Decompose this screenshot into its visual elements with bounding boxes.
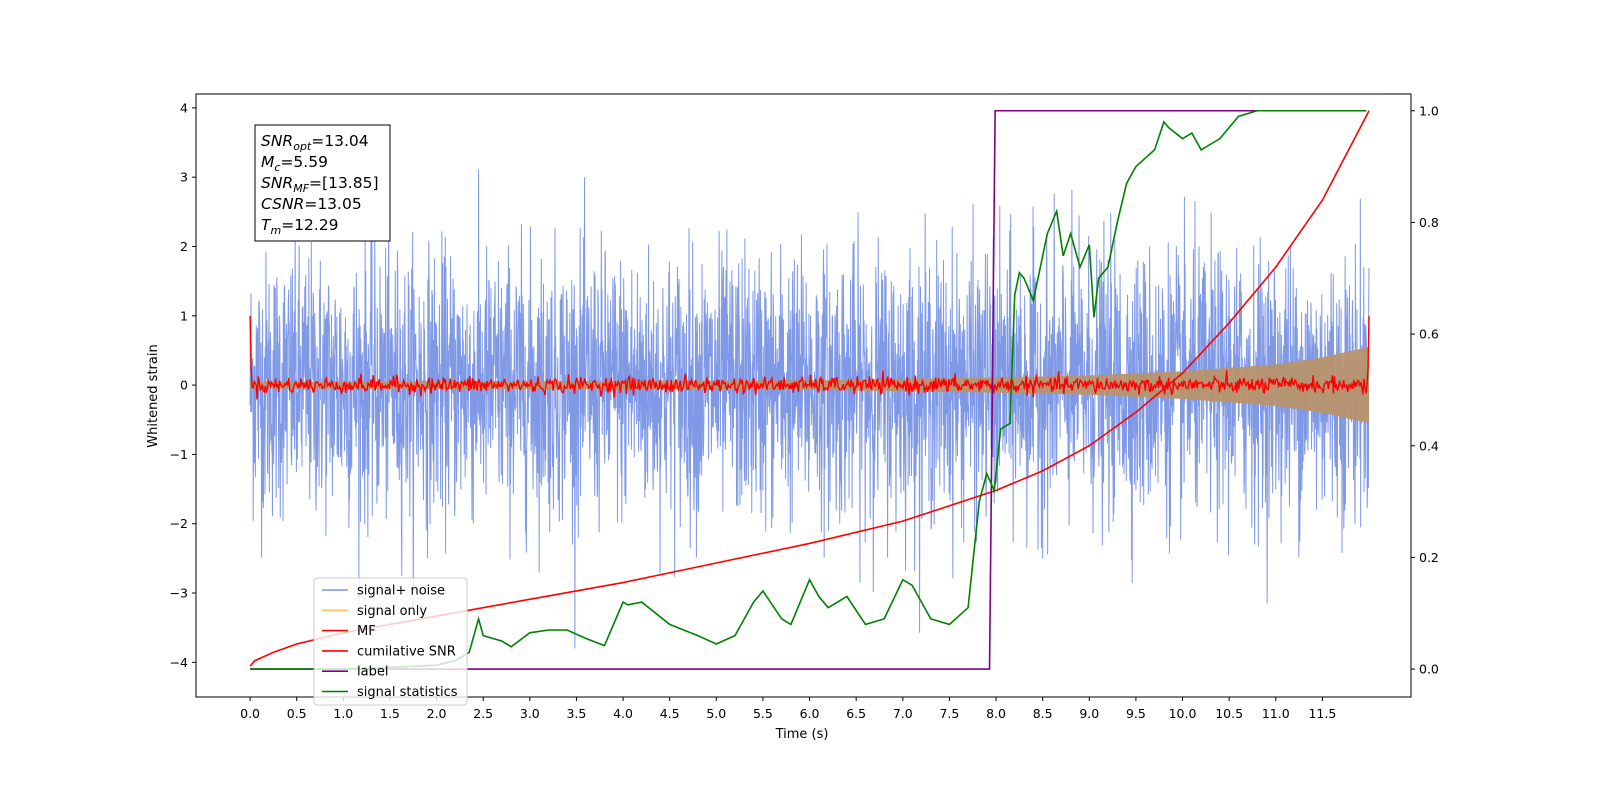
x-tick-label: 8.0 — [986, 706, 1006, 721]
x-tick-label: 1.0 — [333, 706, 353, 721]
annotation-symbol: SNR — [261, 132, 293, 150]
series-signal-noise — [249, 169, 1370, 649]
y-right-tick-label: 1.0 — [1419, 103, 1439, 118]
x-tick-label: 9.5 — [1126, 706, 1146, 721]
x-tick-label: 10.0 — [1169, 706, 1197, 721]
x-tick-label: 4.0 — [613, 706, 633, 721]
annotation-subscript: MF — [293, 182, 309, 195]
annotation-line: CSNR=13.05 — [261, 195, 362, 213]
x-tick-label: 7.5 — [939, 706, 959, 721]
x-tick-label: 3.5 — [566, 706, 586, 721]
y-left-tick-label: 1 — [180, 308, 188, 323]
y-right-tick-label: 0.4 — [1419, 438, 1439, 453]
y-left-tick-label: −2 — [170, 516, 188, 531]
annotation-value: =13.04 — [311, 132, 368, 150]
legend: signal+ noise signal only MF cumilative SNR… — [313, 577, 468, 706]
x-tick-label: 5.0 — [706, 706, 726, 721]
y-right-tick-label: 0.0 — [1419, 662, 1439, 677]
y-left-tick-label: 2 — [180, 239, 188, 254]
series-mf — [249, 315, 1370, 400]
y-left-tick-label: −4 — [170, 655, 188, 670]
annotation-symbol: SNR — [261, 174, 293, 192]
legend-entry: signal only — [357, 604, 427, 619]
annotation-line: SNRMF=[13.85] — [261, 174, 379, 195]
series-signal-statistics — [250, 109, 1367, 670]
x-tick-label: 6.5 — [846, 706, 866, 721]
annotation-line: SNRopt=13.04 — [261, 132, 369, 153]
annotation-value: =[13.85] — [309, 174, 378, 192]
annotation-value: =12.29 — [281, 216, 338, 234]
y-left-tick-label: 4 — [180, 100, 188, 115]
annotation-symbol: CSNR — [261, 195, 304, 213]
legend-entry: label — [357, 665, 388, 680]
x-tick-label: 10.5 — [1215, 706, 1243, 721]
x-tick-label: 8.5 — [1033, 706, 1053, 721]
x-tick-label: 11.5 — [1308, 706, 1336, 721]
y-right-tick-label: 0.8 — [1419, 215, 1439, 230]
annotation-line: Mc=5.59 — [261, 153, 328, 174]
x-tick-label: 3.0 — [520, 706, 540, 721]
annotation-symbol: M — [261, 153, 274, 171]
annotation-subscript: c — [274, 161, 280, 174]
annotation-line: Tm=12.29 — [261, 216, 339, 237]
x-tick-label: 4.5 — [660, 706, 680, 721]
y-left-tick-label: 3 — [180, 170, 188, 185]
y-axis-label-left: Whitened strain — [146, 344, 161, 447]
x-tick-label: 2.0 — [427, 706, 447, 721]
x-axis-label: Time (s) — [775, 727, 829, 742]
y-left-tick-label: −1 — [170, 447, 188, 462]
legend-entry: cumilative SNR — [357, 644, 456, 659]
y-left-tick-label: 0 — [180, 378, 188, 393]
axis-ticks: 0.0 0.5 1.0 1.5 2.0 2.5 3.0 3.5 4.0 4.5 5.0 5.5 6.0 6… — [170, 100, 1439, 721]
legend-entry: MF — [357, 624, 376, 639]
annotation-box-frame — [254, 124, 391, 242]
annotation-symbol: T — [261, 216, 272, 234]
annotation-value: =13.05 — [304, 195, 361, 213]
legend-frame — [313, 577, 468, 706]
series-label — [250, 109, 1367, 670]
x-tick-label: 9.0 — [1079, 706, 1099, 721]
annotation-value: =5.59 — [280, 153, 328, 171]
x-tick-label: 11.0 — [1262, 706, 1290, 721]
x-tick-label: 0.0 — [240, 706, 260, 721]
annotation-box: SNRopt=13.04Mc=5.59SNRMF=[13.85]CSNR=13.… — [254, 124, 391, 242]
x-tick-label: 7.0 — [893, 706, 913, 721]
x-tick-label: 2.5 — [473, 706, 493, 721]
x-tick-label: 5.5 — [753, 706, 773, 721]
annotation-subscript: opt — [293, 140, 312, 153]
y-right-tick-label: 0.6 — [1419, 327, 1439, 342]
annotation-subscript: m — [270, 224, 281, 237]
plot-area — [249, 109, 1370, 670]
axes-frame — [195, 93, 1412, 698]
y-right-tick-label: 0.2 — [1419, 550, 1439, 565]
y-left-tick-label: −3 — [170, 586, 188, 601]
legend-entry: signal statistics — [357, 685, 458, 700]
legend-entry: signal+ noise — [357, 584, 445, 599]
x-tick-label: 1.5 — [380, 706, 400, 721]
x-tick-label: 6.0 — [800, 706, 820, 721]
series-cumulative-snr — [249, 110, 1370, 667]
x-tick-label: 0.5 — [287, 706, 307, 721]
